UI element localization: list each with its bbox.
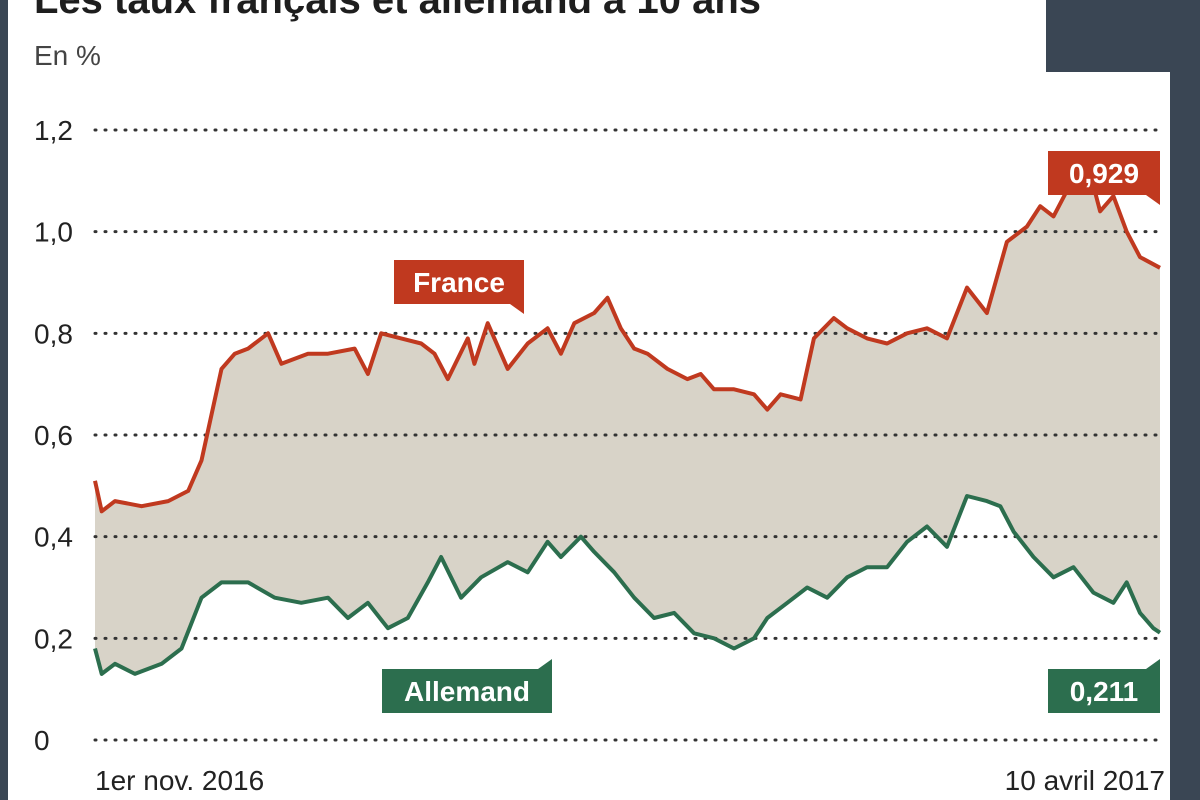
- series-label-allemand-text: Allemand: [404, 676, 530, 707]
- chart-subtitle: En %: [34, 40, 101, 71]
- y-tick-label: 0,2: [34, 623, 73, 654]
- y-tick-label: 0,4: [34, 522, 73, 553]
- series-labels: France Allemand 0,929 0,211: [382, 151, 1160, 713]
- end-value-france-tail: [1146, 195, 1160, 205]
- y-tick-label: 1,0: [34, 217, 73, 248]
- series-label-france: France: [394, 260, 524, 314]
- end-value-france-box: [1048, 151, 1160, 195]
- series-label-allemand-box: [382, 669, 552, 713]
- y-axis-ticks: 0 0,2 0,4 0,6 0,8 1,0 1,2: [34, 115, 73, 756]
- y-tick-label: 1,2: [34, 115, 73, 146]
- x-tick-label: 10 avril 2017: [1005, 765, 1165, 796]
- end-value-france-text: 0,929: [1069, 158, 1139, 189]
- left-frame-bar: [0, 0, 8, 800]
- chart-title: Les taux français et allemand à 10 ans: [34, 0, 762, 22]
- y-tick-label: 0,8: [34, 318, 73, 349]
- end-value-allemand-box: [1048, 669, 1160, 713]
- corner-block: [1046, 0, 1200, 72]
- y-tick-label: 0: [34, 725, 50, 756]
- right-frame-bar: [1170, 0, 1200, 800]
- spread-area: [95, 160, 1160, 674]
- x-tick-label: 1er nov. 2016: [95, 765, 264, 796]
- end-value-allemand-text: 0,211: [1070, 676, 1139, 707]
- series-label-france-text: France: [413, 267, 505, 298]
- x-axis-ticks: 1er nov. 2016 10 avril 2017: [95, 765, 1165, 796]
- series-line-france: [93, 158, 1161, 514]
- series-label-france-tail: [510, 304, 524, 314]
- y-tick-label: 0,6: [34, 420, 73, 451]
- end-value-allemand-tail: [1146, 659, 1160, 669]
- series-label-allemand-tail: [538, 659, 552, 669]
- series-label-allemand: Allemand: [382, 659, 552, 713]
- series-label-france-box: [394, 260, 524, 304]
- series-line-allemand: [93, 494, 1162, 676]
- end-value-france: 0,929: [1048, 151, 1160, 205]
- end-value-allemand: 0,211: [1048, 659, 1160, 713]
- grid-lines: [93, 128, 1162, 742]
